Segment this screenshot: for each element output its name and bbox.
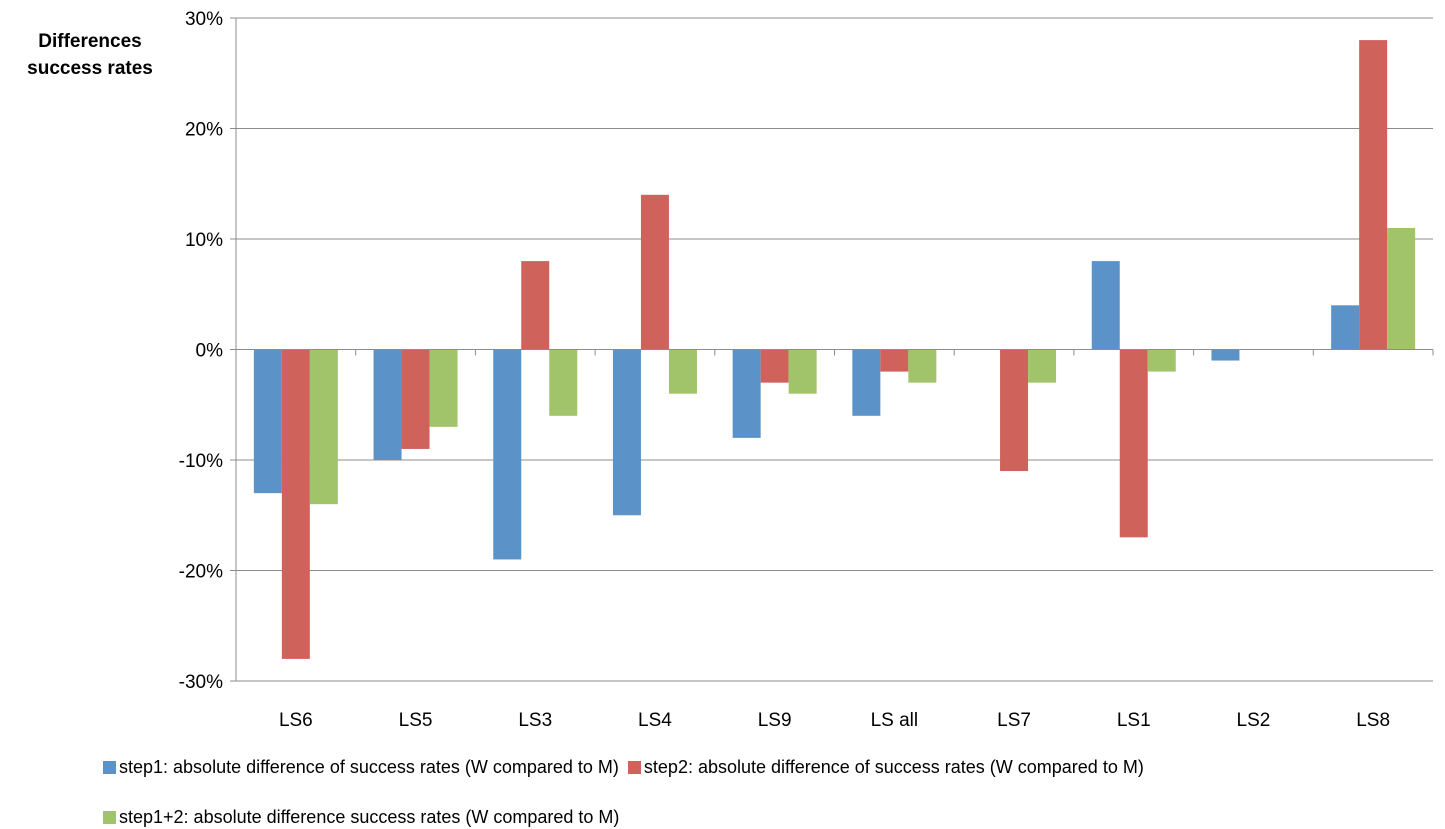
y-tick-label: 10%	[185, 230, 223, 251]
legend-item-step1: step1: absolute difference of success ra…	[103, 757, 619, 778]
bar	[668, 349, 697, 394]
x-tick-label: LS6	[279, 710, 313, 731]
gridlines	[236, 17, 1433, 682]
legend-item-step2: step2: absolute difference of success ra…	[627, 757, 1144, 778]
legend-label-step1plus2: step1+2: absolute difference success rat…	[119, 807, 620, 827]
bar	[309, 349, 338, 505]
bar	[1147, 349, 1176, 372]
x-tick-label: LS8	[1356, 710, 1390, 731]
y-tick-label: -20%	[179, 562, 223, 583]
y-tick-label: 0%	[196, 341, 224, 362]
legend-label-step1: step1: absolute difference of success ra…	[119, 757, 619, 777]
bar	[1359, 40, 1388, 350]
x-tick-label: LS all	[871, 710, 919, 731]
x-tick-label: LS9	[758, 710, 792, 731]
bar	[1000, 349, 1029, 472]
bar	[612, 349, 641, 516]
y-tick-labels: -30% -20% -10% 0% 10% 20% 30%	[179, 9, 223, 693]
x-tick-label: LS3	[518, 710, 552, 731]
legend-item-step1plus2: step1+2: absolute difference success rat…	[103, 807, 619, 828]
bar	[373, 349, 402, 460]
bar	[732, 349, 761, 438]
bar	[760, 349, 789, 383]
x-tick-label: LS5	[399, 710, 433, 731]
x-tick-label: LS2	[1237, 710, 1271, 731]
bar	[1331, 305, 1360, 350]
bar	[521, 261, 550, 350]
bar	[1028, 349, 1057, 383]
x-tick-label: LS4	[638, 710, 672, 731]
axes	[230, 17, 1434, 682]
bar	[493, 349, 522, 560]
legend-label-step2: step2: absolute difference of success ra…	[643, 757, 1144, 777]
x-tick-label: LS1	[1117, 710, 1151, 731]
bars	[253, 40, 1416, 659]
y-tick-label: 20%	[185, 120, 223, 141]
bar	[788, 349, 817, 394]
y-axis-label-line: Differences	[38, 31, 142, 52]
legend-row: step1: absolute difference of success ra…	[103, 757, 1148, 779]
bar	[281, 349, 310, 659]
bar	[429, 349, 458, 427]
legend-swatch-step1plus2	[103, 811, 116, 824]
bar	[1211, 349, 1240, 361]
x-tick-labels: LS6 LS5 LS3 LS4 LS9 LS all LS7 LS1 LS2 LS8	[279, 710, 1390, 731]
bar	[549, 349, 578, 416]
legend-swatch-step1	[103, 761, 116, 774]
y-axis-label-line: success rates	[27, 58, 153, 79]
bar	[1119, 349, 1148, 538]
y-tick-label: 30%	[185, 9, 223, 30]
legend-row: step1+2: absolute difference success rat…	[103, 807, 623, 829]
bar	[1387, 227, 1416, 350]
legend-swatch-step2	[627, 761, 641, 774]
bar	[401, 349, 430, 449]
y-tick-label: -10%	[179, 451, 223, 472]
bar	[880, 349, 909, 372]
y-tick-label: -30%	[179, 672, 223, 693]
y-axis-label: Differences success rates	[20, 28, 160, 82]
bar	[640, 194, 669, 350]
bar	[253, 349, 282, 494]
bar	[908, 349, 937, 383]
bar	[852, 349, 881, 416]
x-tick-label: LS7	[997, 710, 1031, 731]
bar	[1091, 261, 1120, 350]
